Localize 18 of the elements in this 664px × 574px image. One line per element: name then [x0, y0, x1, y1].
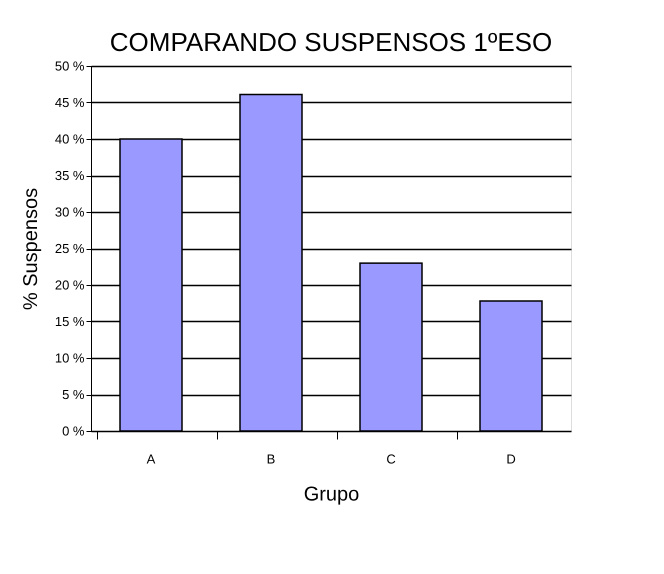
x-tick-label: B: [266, 452, 276, 466]
y-tick-label: 10 %: [54, 350, 85, 366]
y-tick-label: 15 %: [54, 314, 85, 329]
y-axis-title: % Suspensos: [20, 188, 42, 310]
chart-title: COMPARANDO SUSPENSOS 1ºESO: [110, 27, 552, 57]
y-tick-label: 50 %: [54, 58, 85, 74]
x-tick-label: A: [146, 452, 156, 466]
y-tick-label: 20 %: [54, 278, 85, 292]
y-tick-label: 0 %: [62, 424, 85, 438]
y-tick-label: 25 %: [54, 241, 85, 256]
y-tick-label: 45 %: [54, 95, 85, 110]
x-tick-label: D: [506, 452, 516, 466]
y-tick-label: 40 %: [54, 132, 85, 146]
y-tick-label: 5 %: [62, 387, 85, 402]
x-axis-title: Grupo: [304, 484, 360, 506]
y-tick-label: 30 %: [54, 204, 85, 220]
x-tick-label: C: [386, 452, 396, 466]
y-tick-label: 35 %: [54, 168, 85, 183]
